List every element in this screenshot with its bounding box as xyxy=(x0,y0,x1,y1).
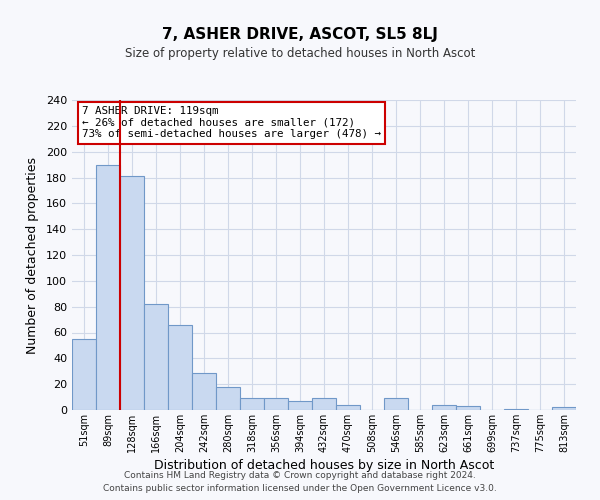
Text: Contains HM Land Registry data © Crown copyright and database right 2024.: Contains HM Land Registry data © Crown c… xyxy=(124,470,476,480)
Bar xyxy=(384,398,408,410)
Bar xyxy=(240,398,264,410)
Text: Size of property relative to detached houses in North Ascot: Size of property relative to detached ho… xyxy=(125,48,475,60)
Bar xyxy=(168,325,192,410)
Bar xyxy=(96,164,120,410)
Bar xyxy=(264,398,288,410)
Bar xyxy=(552,408,576,410)
Bar xyxy=(432,405,456,410)
Bar xyxy=(336,405,360,410)
Text: 7 ASHER DRIVE: 119sqm
← 26% of detached houses are smaller (172)
73% of semi-det: 7 ASHER DRIVE: 119sqm ← 26% of detached … xyxy=(82,106,381,140)
Bar xyxy=(456,406,480,410)
Bar xyxy=(504,408,528,410)
Y-axis label: Number of detached properties: Number of detached properties xyxy=(26,156,39,354)
Bar xyxy=(312,398,336,410)
Bar xyxy=(120,176,144,410)
Bar xyxy=(288,401,312,410)
Bar xyxy=(144,304,168,410)
Text: Contains public sector information licensed under the Open Government Licence v3: Contains public sector information licen… xyxy=(103,484,497,493)
Bar xyxy=(192,372,216,410)
Text: 7, ASHER DRIVE, ASCOT, SL5 8LJ: 7, ASHER DRIVE, ASCOT, SL5 8LJ xyxy=(162,28,438,42)
Bar xyxy=(216,387,240,410)
Bar xyxy=(72,339,96,410)
X-axis label: Distribution of detached houses by size in North Ascot: Distribution of detached houses by size … xyxy=(154,459,494,472)
